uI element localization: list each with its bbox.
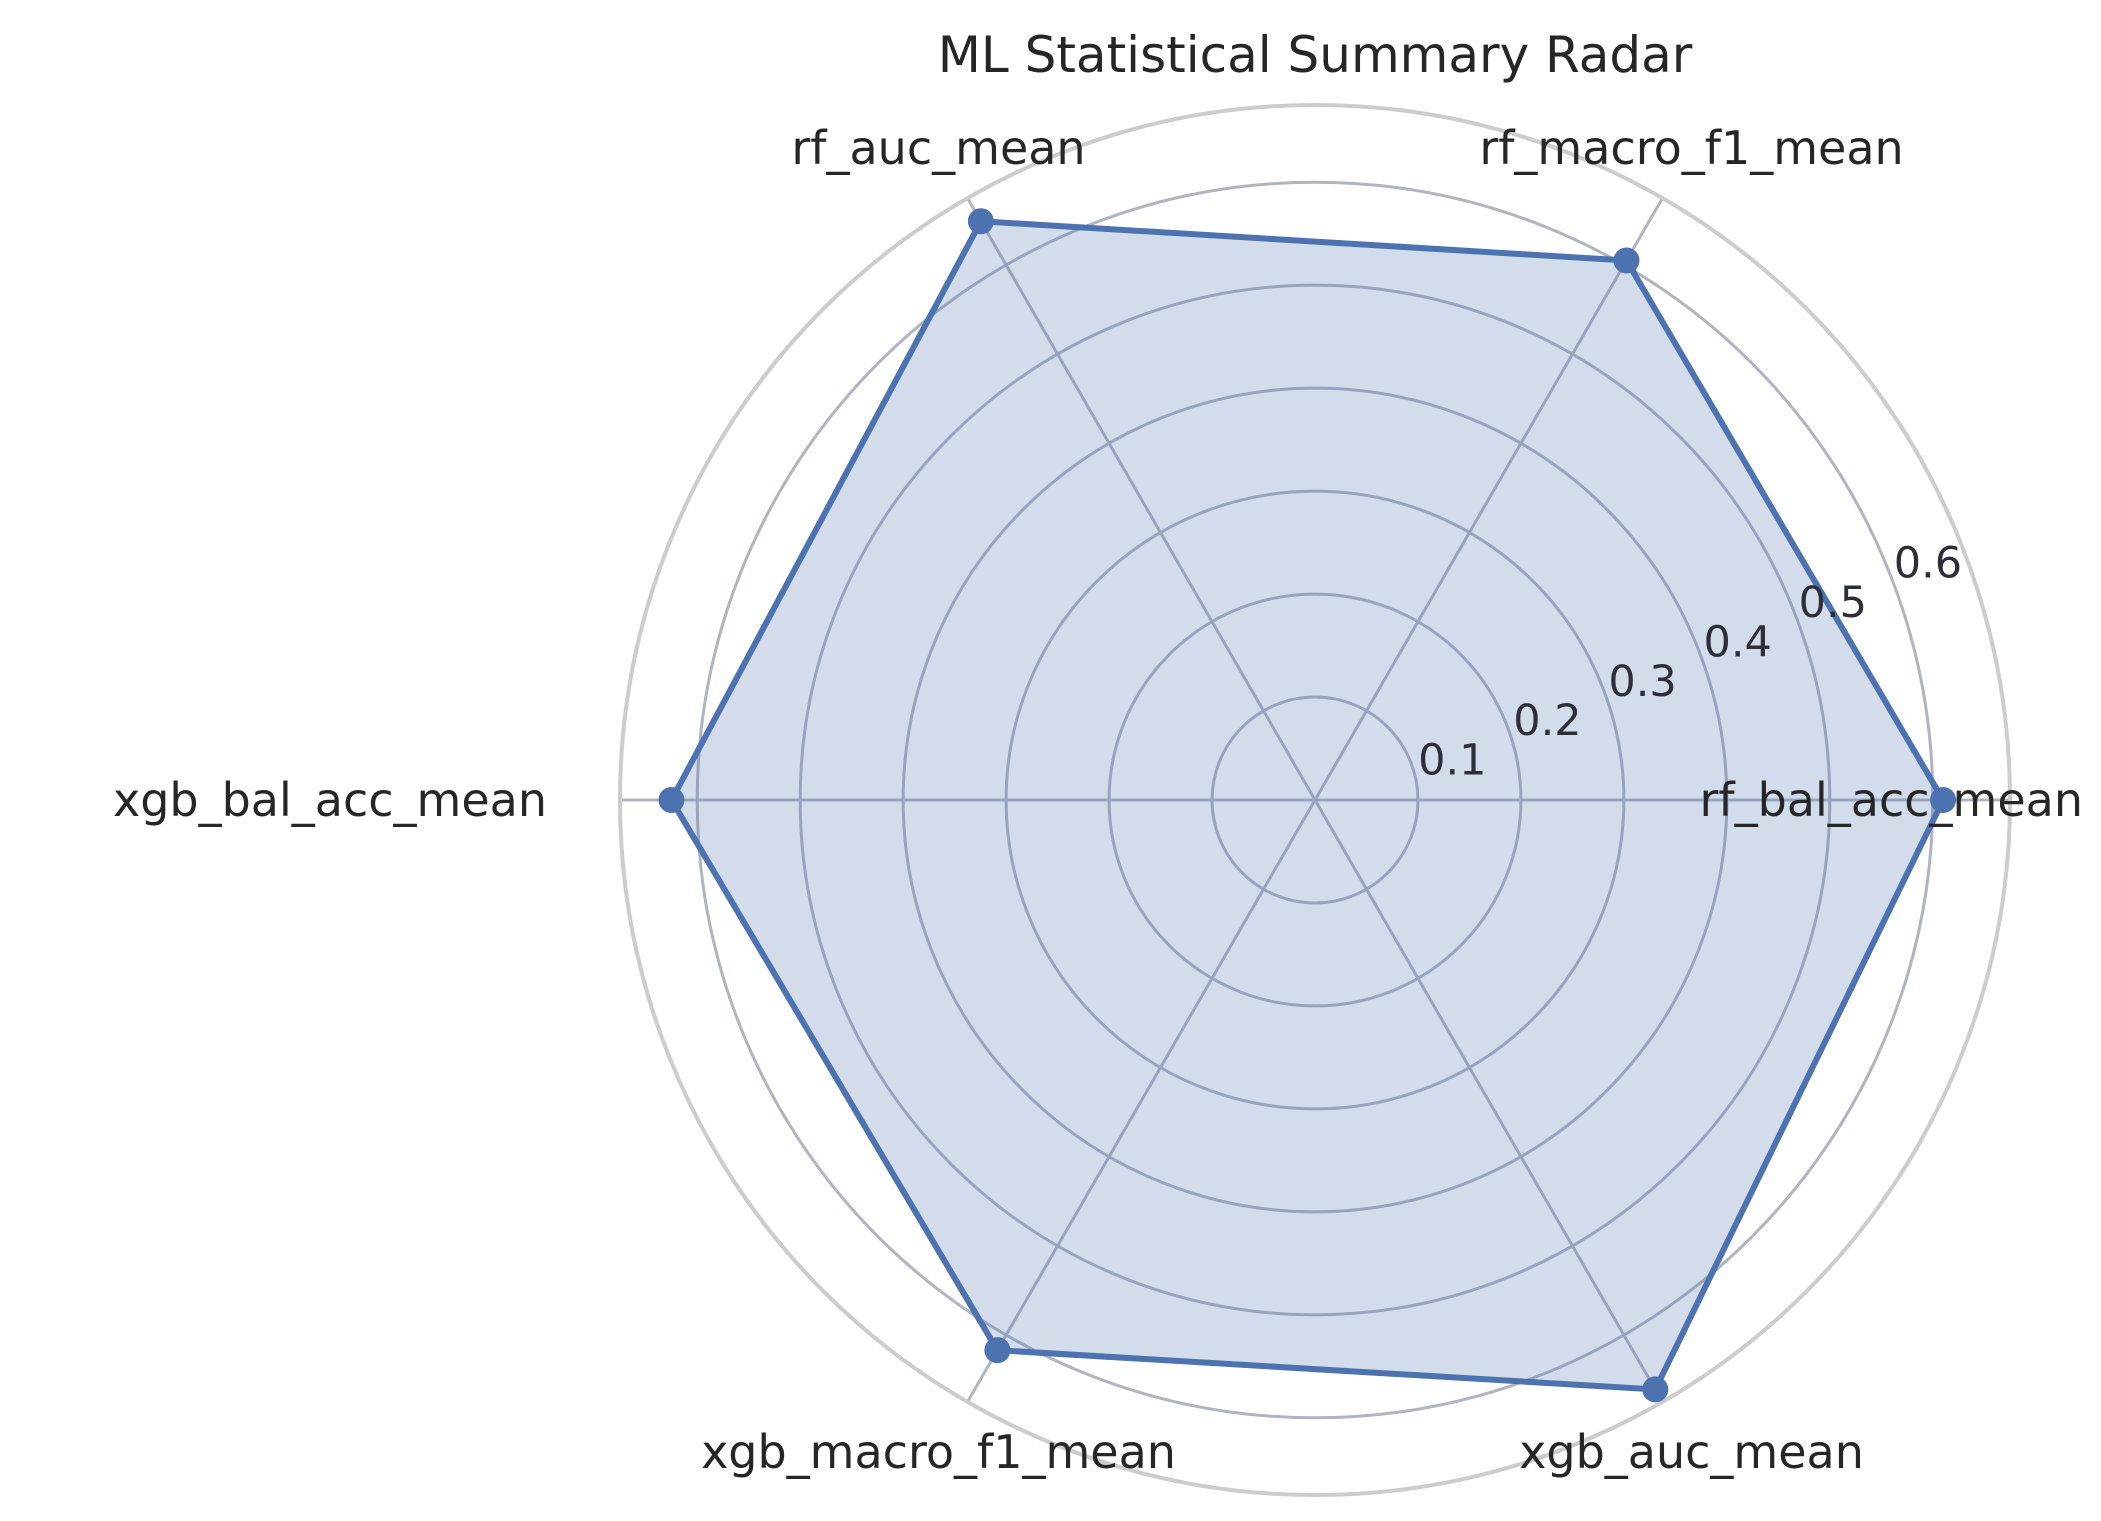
r-tick-label-0.5: 0.5 [1799, 578, 1867, 628]
axis-label-xgb_macro_f1_mean: xgb_macro_f1_mean [701, 1425, 1176, 1479]
grid-circle-0.1 [1210, 695, 1420, 905]
spoke-xgb_macro_f1_mean [966, 799, 1317, 1403]
outer-ring [618, 103, 2012, 1497]
spoke-rf_macro_f1_mean [1313, 197, 1664, 801]
radar-grid [618, 103, 2012, 1497]
r-tick-label-0.6: 0.6 [1894, 539, 1962, 589]
axis-label-rf_bal_acc_mean: rf_bal_acc_mean [1700, 773, 2084, 827]
axis-label-xgb_auc_mean: xgb_auc_mean [1519, 1425, 1864, 1479]
axis-label-rf_macro_f1_mean: rf_macro_f1_mean [1479, 121, 1903, 175]
data-point-xgb_macro_f1_mean [984, 1337, 1011, 1364]
data-point-xgb_bal_acc_mean [658, 787, 685, 813]
r-tick-label-0.1: 0.1 [1418, 736, 1486, 786]
axis-label-xgb_bal_acc_mean: xgb_bal_acc_mean [113, 773, 547, 827]
grid-circle-0.4 [901, 386, 1729, 1214]
data-point-xgb_auc_mean [1642, 1376, 1669, 1403]
chart-title: ML Statistical Summary Radar [938, 26, 1693, 84]
data-point-rf_bal_acc_mean [1930, 787, 1957, 813]
r-tick-label-0.4: 0.4 [1704, 617, 1772, 667]
radar-series [658, 208, 1957, 1403]
axis-label-rf_auc_mean: rf_auc_mean [791, 121, 1085, 175]
radar-labels: rf_bal_acc_mean rf_macro_f1_mean rf_auc_me… [113, 121, 2083, 1479]
data-point-rf_macro_f1_mean [1613, 247, 1640, 274]
r-tick-label-0.2: 0.2 [1513, 696, 1581, 746]
data-point-rf_auc_mean [967, 208, 994, 235]
grid-circle-0.5 [798, 283, 1832, 1317]
r-tick-label-0.3: 0.3 [1608, 657, 1676, 707]
spoke-rf_auc_mean [966, 197, 1317, 801]
spoke-xgb_auc_mean [1313, 799, 1664, 1403]
series-area [671, 221, 1944, 1390]
grid-circle-0.3 [1004, 489, 1626, 1111]
grid-circle-0.2 [1107, 592, 1523, 1008]
